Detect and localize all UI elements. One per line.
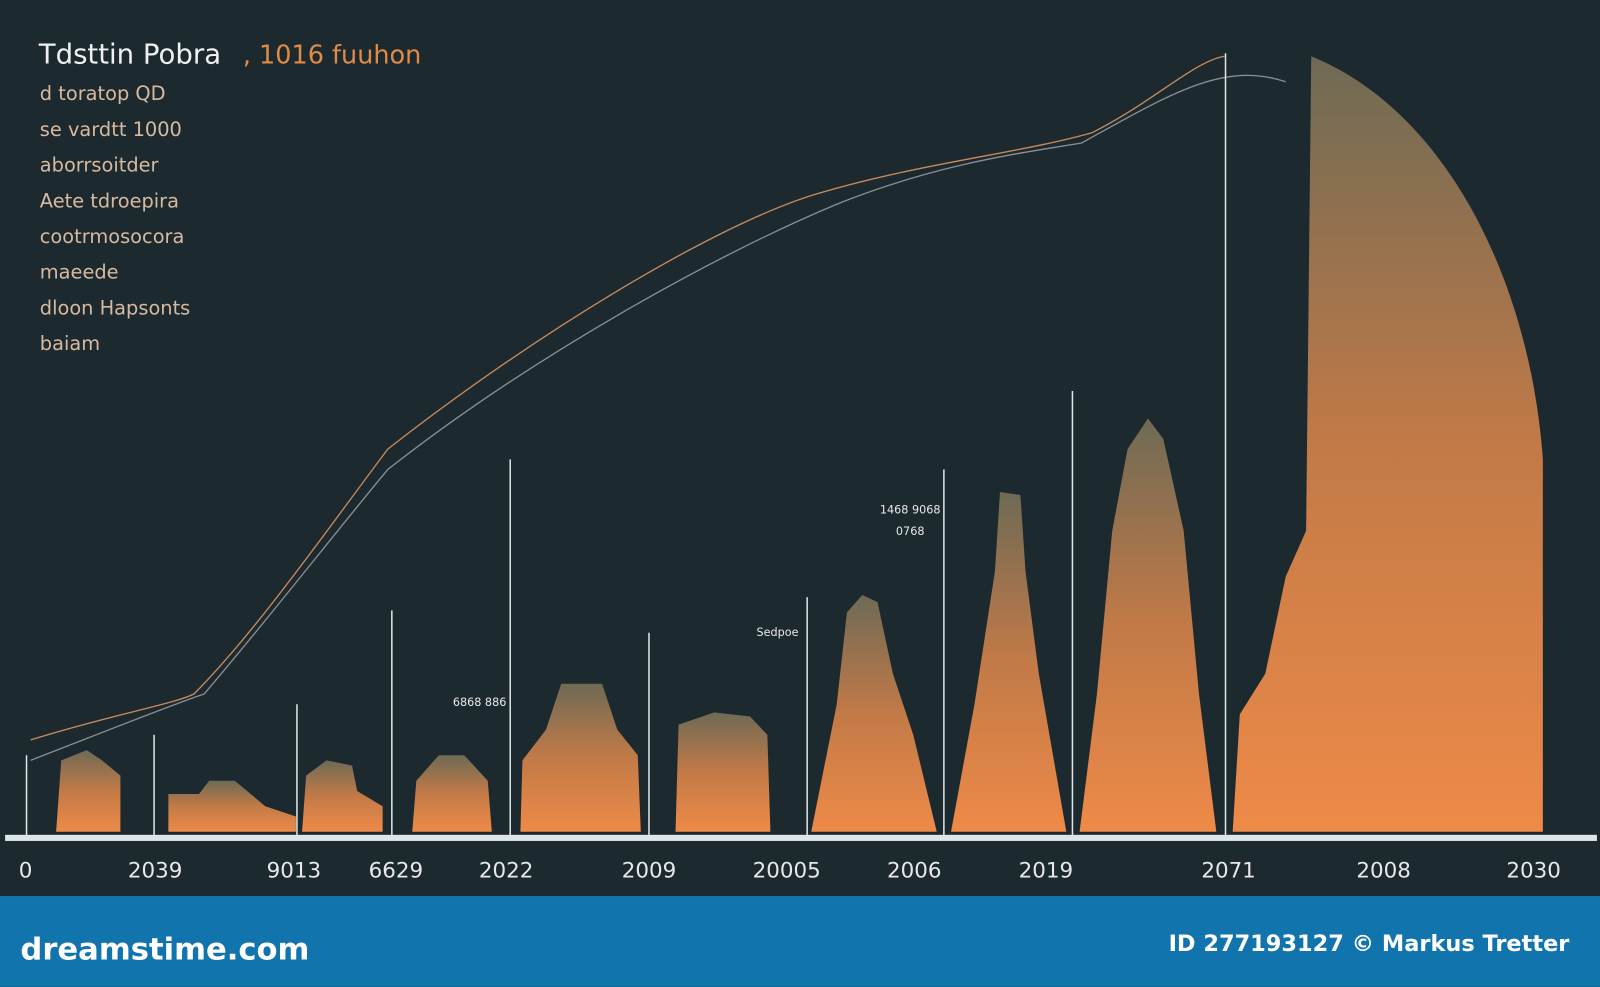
x-label: 2006 — [887, 859, 941, 884]
annotation: 6868 886 — [453, 696, 507, 709]
side-item: dloon Hapsonts — [40, 296, 191, 319]
annotation: 0768 — [896, 525, 925, 538]
side-item: se vardtt 1000 — [40, 118, 182, 141]
title: Tdsttin Pobra — [38, 38, 221, 70]
x-label: 2039 — [128, 859, 182, 884]
side-item: maeede — [40, 261, 119, 284]
x-label: 20005 — [753, 859, 821, 884]
side-item: cootrmosocora — [40, 225, 185, 248]
x-label: 2008 — [1356, 859, 1410, 884]
annotations: 6868 886 1468 9068 0768 Sedpoe — [453, 503, 941, 709]
footer-brand: dreamstime.com — [20, 932, 309, 967]
trend-lines — [30, 55, 1286, 761]
vertical-lines — [25, 53, 1227, 837]
side-item: aborrsoitder — [40, 154, 159, 177]
side-list: d toratop QD se vardtt 1000 aborrsoitder Ae… — [40, 82, 191, 355]
x-label: 2022 — [479, 859, 533, 884]
x-labels: 0 2039 9013 6629 2022 2009 20005 2006 2019 2071 20… — [19, 859, 1561, 884]
x-label: 2071 — [1201, 859, 1255, 884]
footer-band — [0, 896, 1600, 987]
side-item: d toratop QD — [40, 82, 166, 105]
x-label: 2009 — [622, 859, 676, 884]
x-label: 0 — [19, 859, 33, 884]
annotation: 1468 9068 — [880, 503, 941, 516]
subtitle: , 1016 fuuhon — [243, 40, 421, 70]
x-label: 2030 — [1506, 859, 1560, 884]
side-item: Aete tdroepira — [40, 189, 179, 212]
silhouettes — [56, 56, 1543, 832]
x-label: 2019 — [1019, 859, 1073, 884]
baseline — [5, 834, 1597, 841]
annotation: Sedpoe — [757, 626, 799, 639]
footer-credit: ID 277193127 © Markus Tretter — [1169, 931, 1570, 957]
side-item: baiam — [40, 332, 100, 355]
x-label: 6629 — [369, 859, 423, 884]
x-label: 9013 — [267, 859, 321, 884]
